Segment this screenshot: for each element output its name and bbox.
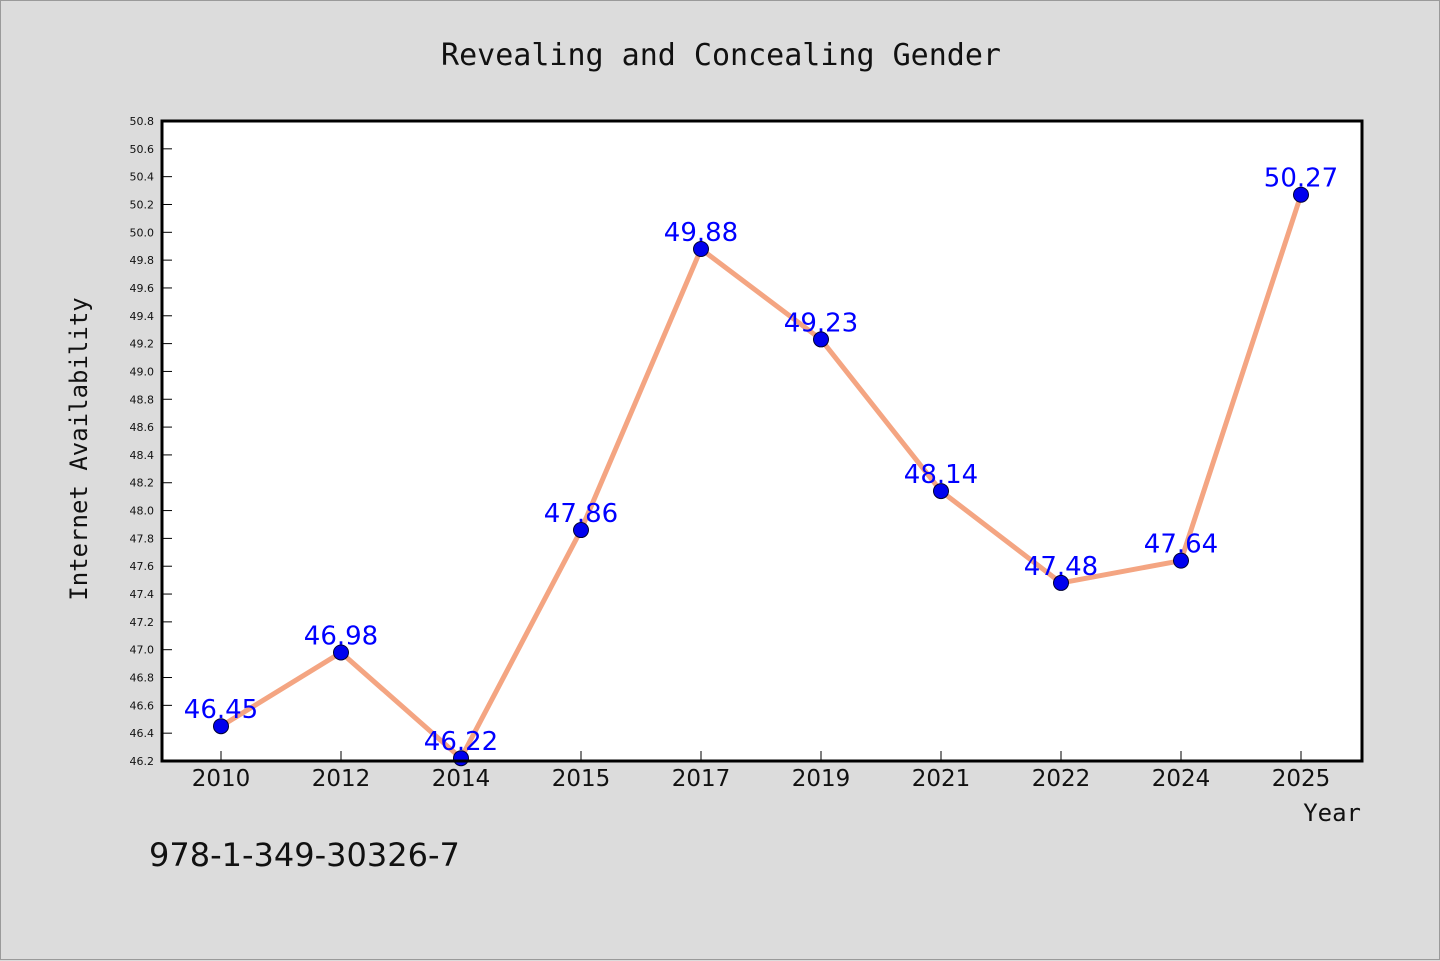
y-tick-label: 50.6 bbox=[130, 143, 155, 156]
data-labels-group: 46.45 46.98 46.22 47.86 49.88 49.23 48.14 47.48… bbox=[184, 164, 1338, 757]
data-point bbox=[933, 483, 949, 500]
series-line-group bbox=[219, 193, 1304, 761]
y-tick-label: 48.6 bbox=[130, 421, 155, 434]
y-tick-label: 47.6 bbox=[130, 560, 155, 573]
data-point bbox=[213, 718, 229, 735]
data-point bbox=[693, 241, 709, 257]
y-tick-label: 48.4 bbox=[130, 449, 155, 462]
x-tick-label: 2022 bbox=[1032, 766, 1091, 792]
y-tick-label: 46.2 bbox=[130, 755, 155, 768]
x-tick-label: 2012 bbox=[312, 766, 371, 792]
y-tick-label: 49.0 bbox=[130, 365, 155, 378]
y-axis: 46.2 46.4 46.6 46.8 47.0 47.2 47.4 47.6 47.8 48.0… bbox=[130, 115, 172, 768]
x-tick-label: 2015 bbox=[552, 766, 611, 792]
y-tick-label: 48.8 bbox=[130, 393, 155, 406]
data-label: 49.23 bbox=[784, 308, 858, 338]
data-label: 48.14 bbox=[904, 460, 978, 490]
markers-group bbox=[213, 186, 1309, 767]
y-tick-label: 49.6 bbox=[130, 282, 155, 295]
y-tick-label: 47.4 bbox=[130, 588, 155, 601]
y-tick-label: 49.2 bbox=[130, 338, 155, 351]
y-tick-label: 48.0 bbox=[130, 505, 155, 518]
x-tick-label: 2017 bbox=[672, 766, 731, 792]
data-label: 46.98 bbox=[304, 621, 378, 651]
x-tick-label: 2019 bbox=[792, 766, 851, 792]
data-label: 50.27 bbox=[1264, 164, 1338, 194]
data-label: 47.64 bbox=[1144, 530, 1218, 560]
data-point bbox=[813, 331, 829, 348]
y-tick-label: 46.8 bbox=[130, 672, 155, 685]
series-line bbox=[219, 193, 1304, 761]
y-tick-label: 47.2 bbox=[130, 616, 155, 629]
y-axis-label: Internet Availability bbox=[65, 297, 93, 600]
x-tick-label: 2014 bbox=[432, 766, 491, 792]
x-axis-label: Year bbox=[1303, 799, 1361, 827]
data-point bbox=[1053, 574, 1069, 591]
x-axis: 2010 2012 2014 2015 2017 2019 2021 2022 2024 2025 bbox=[192, 751, 1331, 792]
data-label: 47.48 bbox=[1024, 552, 1098, 582]
y-tick-label: 50.0 bbox=[130, 226, 155, 239]
data-label: 49.88 bbox=[664, 218, 738, 248]
x-tick-label: 2010 bbox=[192, 766, 251, 792]
plot-frame bbox=[160, 119, 1364, 763]
y-tick-label: 48.2 bbox=[130, 477, 155, 490]
y-tick-label: 46.4 bbox=[130, 727, 155, 740]
y-tick-label: 50.4 bbox=[130, 171, 155, 184]
isbn-text: 978-1-349-30326-7 bbox=[149, 836, 460, 874]
chart-title: Revealing and Concealing Gender bbox=[441, 38, 1001, 73]
data-label: 46.45 bbox=[184, 695, 258, 725]
x-tick-label: 2025 bbox=[1272, 766, 1331, 792]
y-tick-label: 46.6 bbox=[130, 699, 155, 712]
y-tick-label: 50.2 bbox=[130, 198, 155, 211]
data-point bbox=[573, 522, 589, 539]
data-label: 47.86 bbox=[544, 499, 618, 529]
x-tick-label: 2024 bbox=[1152, 766, 1211, 792]
y-tick-label: 47.0 bbox=[130, 644, 155, 657]
y-tick-label: 49.8 bbox=[130, 254, 155, 267]
data-point bbox=[333, 644, 349, 661]
data-point bbox=[1293, 186, 1309, 203]
data-point bbox=[1173, 552, 1189, 569]
y-tick-label: 50.8 bbox=[130, 115, 155, 128]
data-label: 46.22 bbox=[424, 727, 498, 757]
x-tick-label: 2021 bbox=[912, 766, 971, 792]
plot-area bbox=[162, 121, 1362, 761]
y-tick-label: 47.8 bbox=[130, 532, 155, 545]
y-tick-label: 49.4 bbox=[130, 310, 155, 323]
